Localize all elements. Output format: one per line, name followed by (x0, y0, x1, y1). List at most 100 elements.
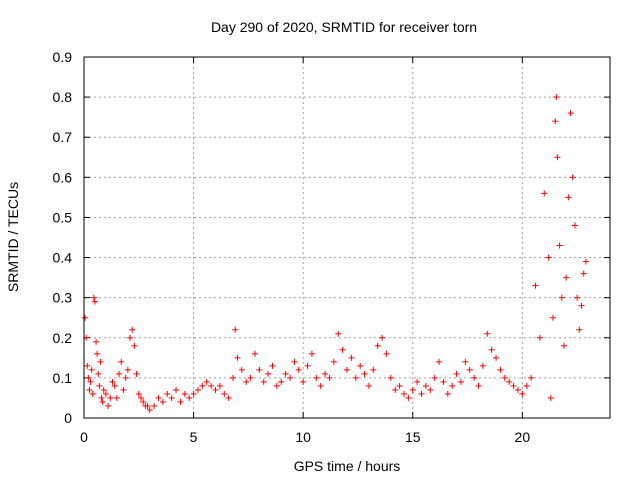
data-point (199, 382, 206, 389)
data-point (418, 390, 425, 397)
data-point (212, 386, 219, 393)
x-tick-label: 15 (405, 429, 421, 445)
data-point (514, 386, 521, 393)
y-tick-label: 0.2 (53, 330, 73, 346)
data-point (287, 374, 294, 381)
data-point (440, 378, 447, 385)
data-point (582, 258, 589, 265)
data-point (453, 370, 460, 377)
data-point (91, 298, 98, 305)
data-point (247, 374, 254, 381)
data-point (116, 370, 123, 377)
data-point (330, 358, 337, 365)
data-point (558, 294, 565, 301)
data-point (497, 366, 504, 373)
data-point (560, 342, 567, 349)
data-point (256, 366, 263, 373)
x-tick-label: 0 (80, 429, 88, 445)
x-tick-label: 20 (515, 429, 531, 445)
data-point (313, 374, 320, 381)
data-point (127, 334, 134, 341)
data-point (96, 382, 103, 389)
data-point (576, 326, 583, 333)
data-point (105, 402, 112, 409)
data-point (89, 390, 96, 397)
y-tick-label: 0.6 (53, 169, 73, 185)
data-point (488, 346, 495, 353)
data-point (506, 378, 513, 385)
data-point (273, 382, 280, 389)
data-point (578, 302, 585, 309)
data-point (361, 370, 368, 377)
data-point (216, 382, 223, 389)
data-point (98, 394, 105, 401)
data-point (484, 330, 491, 337)
data-point (414, 378, 421, 385)
data-point (374, 342, 381, 349)
data-point (493, 354, 500, 361)
data-point (405, 394, 412, 401)
data-point (444, 390, 451, 397)
y-axis-label: SRMTID / TECUs (5, 182, 21, 292)
data-point (571, 222, 578, 229)
data-point (370, 366, 377, 373)
data-point (396, 382, 403, 389)
data-point (251, 350, 258, 357)
data-point (357, 362, 364, 369)
data-point (93, 338, 100, 345)
data-point (545, 254, 552, 261)
data-point (300, 378, 307, 385)
data-point (383, 350, 390, 357)
data-point (348, 354, 355, 361)
data-point (135, 390, 142, 397)
data-point (260, 378, 267, 385)
data-point (335, 330, 342, 337)
data-point (168, 394, 175, 401)
data-point (131, 342, 138, 349)
data-point (501, 374, 508, 381)
data-point (173, 386, 180, 393)
data-point (118, 358, 125, 365)
y-tick-label: 0 (64, 410, 72, 426)
data-point (552, 118, 559, 125)
data-point (523, 382, 530, 389)
data-point (269, 362, 276, 369)
x-tick-label: 5 (190, 429, 198, 445)
data-point (94, 350, 101, 357)
data-point (95, 370, 102, 377)
data-point (541, 190, 548, 197)
data-point (553, 94, 560, 101)
data-point (387, 374, 394, 381)
data-point (365, 382, 372, 389)
data-point (144, 402, 151, 409)
y-tick-label: 0.3 (53, 290, 73, 306)
data-point (352, 374, 359, 381)
data-point (238, 366, 245, 373)
data-point (140, 398, 147, 405)
data-point (563, 274, 570, 281)
data-point (536, 334, 543, 341)
plot-frame (83, 56, 611, 419)
data-point (519, 390, 526, 397)
data-point (532, 282, 539, 289)
data-point (111, 382, 118, 389)
data-point (146, 406, 153, 413)
data-point (113, 394, 120, 401)
data-point (547, 394, 554, 401)
data-point (554, 154, 561, 161)
data-point (243, 378, 250, 385)
data-point (457, 378, 464, 385)
data-point (181, 390, 188, 397)
data-point (308, 350, 315, 357)
data-point (422, 382, 429, 389)
data-point (471, 374, 478, 381)
data-point (556, 242, 563, 249)
data-point (569, 174, 576, 181)
data-point (278, 378, 285, 385)
data-point (317, 382, 324, 389)
y-tick-label: 0.8 (53, 89, 73, 105)
data-point (479, 362, 486, 369)
data-point (194, 386, 201, 393)
y-tick-label: 0.7 (53, 129, 73, 145)
